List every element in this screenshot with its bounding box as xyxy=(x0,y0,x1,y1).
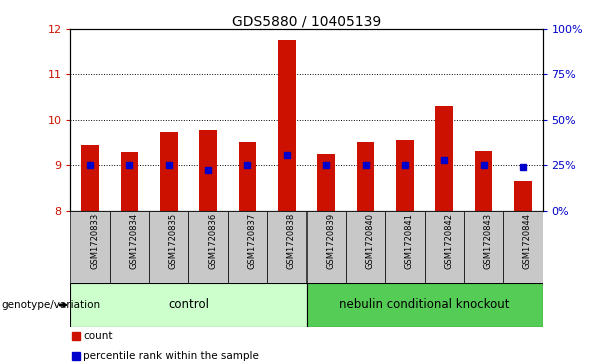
Text: GSM1720841: GSM1720841 xyxy=(405,213,414,269)
Bar xyxy=(503,211,543,283)
Bar xyxy=(149,211,189,283)
Bar xyxy=(396,140,414,211)
Text: GSM1720840: GSM1720840 xyxy=(365,213,375,269)
Text: GSM1720838: GSM1720838 xyxy=(287,213,296,269)
Bar xyxy=(238,143,256,211)
Bar xyxy=(514,181,531,211)
Bar xyxy=(346,211,385,283)
Text: GSM1720844: GSM1720844 xyxy=(523,213,532,269)
Bar xyxy=(121,152,139,211)
Text: GSM1720842: GSM1720842 xyxy=(444,213,453,269)
Text: GSM1720839: GSM1720839 xyxy=(326,213,335,269)
Bar xyxy=(228,211,267,283)
Bar xyxy=(306,211,346,283)
Bar xyxy=(82,145,99,211)
Text: genotype/variation: genotype/variation xyxy=(1,300,101,310)
Bar xyxy=(199,130,217,211)
Text: GSM1720843: GSM1720843 xyxy=(484,213,492,269)
Bar xyxy=(357,142,375,211)
Bar xyxy=(189,211,228,283)
Bar xyxy=(160,132,178,211)
Bar xyxy=(385,211,424,283)
Text: GSM1720835: GSM1720835 xyxy=(169,213,178,269)
Text: GSM1720834: GSM1720834 xyxy=(129,213,139,269)
Bar xyxy=(435,106,453,211)
Text: GSM1720833: GSM1720833 xyxy=(90,213,99,269)
Bar xyxy=(70,211,110,283)
Bar xyxy=(70,283,306,327)
Bar xyxy=(110,211,149,283)
Text: GSM1720837: GSM1720837 xyxy=(248,213,256,269)
Bar xyxy=(267,211,306,283)
Bar xyxy=(318,154,335,211)
Bar xyxy=(474,151,492,211)
Text: GDS5880 / 10405139: GDS5880 / 10405139 xyxy=(232,15,381,29)
Bar xyxy=(306,283,543,327)
Text: GSM1720836: GSM1720836 xyxy=(208,213,217,269)
Text: nebulin conditional knockout: nebulin conditional knockout xyxy=(339,298,510,311)
Bar xyxy=(424,211,464,283)
Text: percentile rank within the sample: percentile rank within the sample xyxy=(83,351,259,361)
Text: count: count xyxy=(83,331,113,341)
Text: control: control xyxy=(168,298,209,311)
Bar xyxy=(464,211,503,283)
Bar xyxy=(278,40,295,211)
